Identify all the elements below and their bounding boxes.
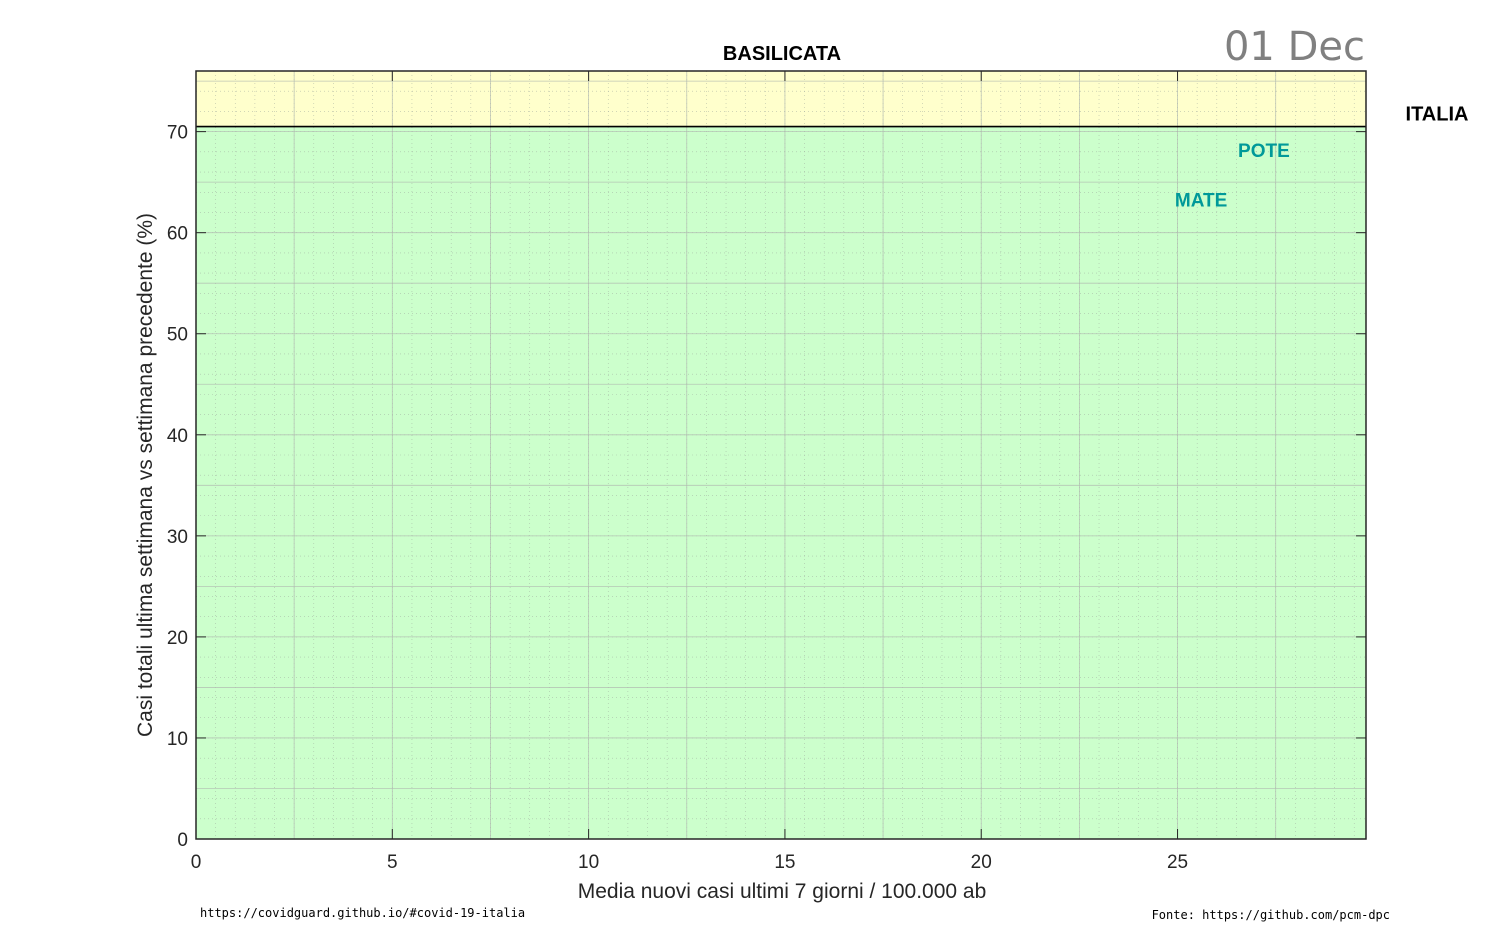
y-axis-label: Casi totali ultima settimana vs settiman…: [134, 213, 157, 737]
reference-line: ITALIA: [196, 104, 1469, 128]
chart-title: BASILICATA: [722, 43, 842, 65]
reference-line-label: ITALIA: [1406, 104, 1469, 126]
y-tick-label: 10: [167, 729, 188, 750]
x-tick-label: 5: [387, 852, 398, 873]
data-points: POTE MATE: [1175, 141, 1290, 212]
axes-box: [195, 70, 1367, 840]
y-tick-label: 60: [167, 224, 188, 245]
x-axis-label: Media nuovi casi ultimi 7 giorni / 100.0…: [577, 880, 987, 903]
point-mate: MATE: [1175, 190, 1227, 211]
x-tick-label: 15: [774, 852, 795, 873]
band-0: [196, 126, 1366, 839]
footer-source-left: https://covidguard.github.io/#covid-19-i…: [200, 906, 526, 920]
x-tick-label: 20: [971, 852, 992, 873]
date-label: 01 Dec: [1223, 24, 1365, 70]
y-ticks: 0 10 20 30 40 50 60 70: [167, 123, 1366, 851]
footer-source-right: Fonte: https://github.com/pcm-dpc: [1151, 908, 1390, 922]
y-tick-label: 0: [177, 830, 188, 851]
chart-bands: [196, 71, 1366, 839]
y-tick-label: 30: [167, 527, 188, 548]
x-tick-label: 0: [191, 852, 202, 873]
band-1: [196, 71, 1366, 127]
x-tick-label: 25: [1167, 852, 1188, 873]
y-tick-label: 20: [167, 628, 188, 649]
x-ticks: 0 5 10 15 20 25: [191, 71, 1188, 873]
point-pote: POTE: [1238, 141, 1290, 162]
y-tick-label: 40: [167, 426, 188, 447]
y-tick-label: 50: [167, 325, 188, 346]
x-tick-label: 10: [578, 852, 599, 873]
y-tick-label: 70: [167, 123, 188, 144]
